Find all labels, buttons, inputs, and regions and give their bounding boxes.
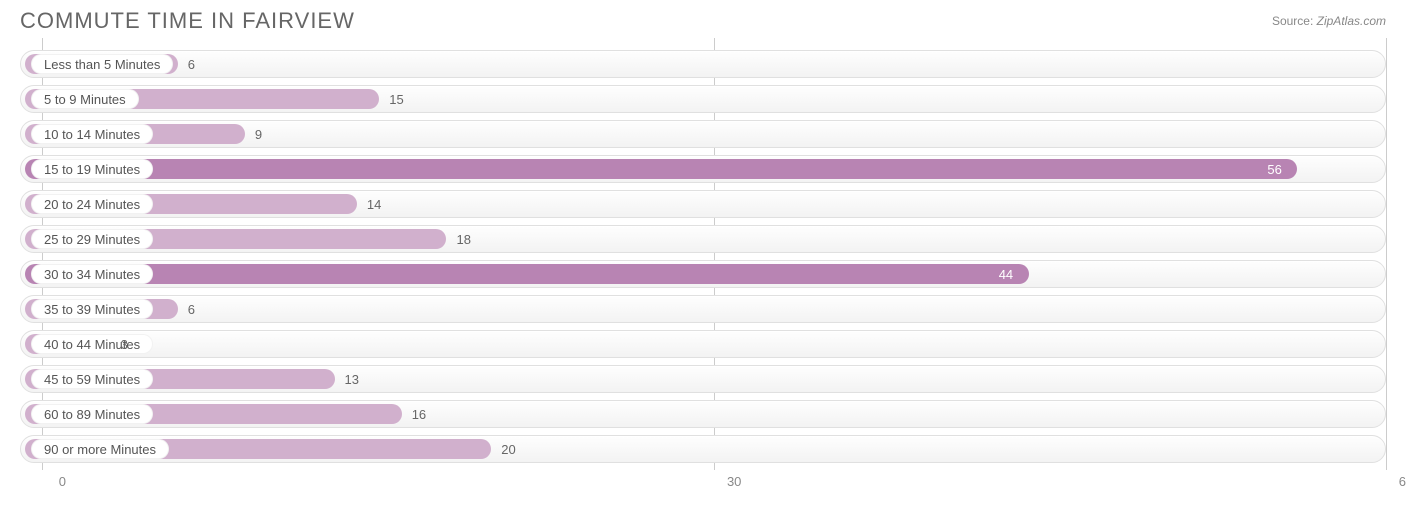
bar-value-label: 6 xyxy=(188,296,195,322)
x-axis-tick-label: 0 xyxy=(59,474,66,489)
bar-category-label: 60 to 89 Minutes xyxy=(31,404,153,424)
bar-track: 15 to 19 Minutes 56 xyxy=(20,155,1386,183)
bar-track: Less than 5 Minutes 6 xyxy=(20,50,1386,78)
x-axis-tick-label: 30 xyxy=(727,474,741,489)
chart-source: Source: ZipAtlas.com xyxy=(1272,8,1386,28)
bar-value-label: 9 xyxy=(255,121,262,147)
bar-fill xyxy=(25,264,1029,284)
bar-track: 90 or more Minutes 20 xyxy=(20,435,1386,463)
chart-title: COMMUTE TIME IN FAIRVIEW xyxy=(20,8,355,34)
x-axis: 03060 xyxy=(20,470,1386,494)
bar-category-label: 10 to 14 Minutes xyxy=(31,124,153,144)
bar-container: Less than 5 Minutes 6 5 to 9 Minutes 15 10 t… xyxy=(20,50,1386,463)
bar-category-label: 20 to 24 Minutes xyxy=(31,194,153,214)
bar-category-label: 45 to 59 Minutes xyxy=(31,369,153,389)
bar-value-label: 44 xyxy=(999,261,1013,287)
bar-value-label: 6 xyxy=(188,51,195,77)
bar-category-label: 5 to 9 Minutes xyxy=(31,89,139,109)
bar-category-label: 30 to 34 Minutes xyxy=(31,264,153,284)
bar-value-label: 13 xyxy=(345,366,359,392)
bar-fill xyxy=(25,159,1297,179)
bar-category-label: 15 to 19 Minutes xyxy=(31,159,153,179)
bar-category-label: 90 or more Minutes xyxy=(31,439,169,459)
bar-value-label: 3 xyxy=(121,331,128,357)
x-axis-tick-label: 60 xyxy=(1399,474,1406,489)
bar-track: 45 to 59 Minutes 13 xyxy=(20,365,1386,393)
bar-track: 20 to 24 Minutes 14 xyxy=(20,190,1386,218)
bar-value-label: 15 xyxy=(389,86,403,112)
bar-track: 60 to 89 Minutes 16 xyxy=(20,400,1386,428)
chart-header: COMMUTE TIME IN FAIRVIEW Source: ZipAtla… xyxy=(0,0,1406,38)
bar-category-label: 35 to 39 Minutes xyxy=(31,299,153,319)
bar-track: 5 to 9 Minutes 15 xyxy=(20,85,1386,113)
bar-track: 10 to 14 Minutes 9 xyxy=(20,120,1386,148)
bar-track: 25 to 29 Minutes 18 xyxy=(20,225,1386,253)
bar-value-label: 16 xyxy=(412,401,426,427)
chart-area: Less than 5 Minutes 6 5 to 9 Minutes 15 10 t… xyxy=(0,38,1406,494)
bar-category-label: Less than 5 Minutes xyxy=(31,54,173,74)
bar-category-label: 40 to 44 Minutes xyxy=(31,334,153,354)
bar-value-label: 18 xyxy=(456,226,470,252)
bar-value-label: 56 xyxy=(1267,156,1281,182)
bar-category-label: 25 to 29 Minutes xyxy=(31,229,153,249)
bar-value-label: 14 xyxy=(367,191,381,217)
source-prefix: Source: xyxy=(1272,14,1317,28)
bar-value-label: 20 xyxy=(501,436,515,462)
bar-track: 40 to 44 Minutes3 xyxy=(20,330,1386,358)
bar-track: 35 to 39 Minutes 6 xyxy=(20,295,1386,323)
bar-track: 30 to 34 Minutes 44 xyxy=(20,260,1386,288)
gridline xyxy=(1386,38,1387,470)
source-name: ZipAtlas.com xyxy=(1317,14,1386,28)
